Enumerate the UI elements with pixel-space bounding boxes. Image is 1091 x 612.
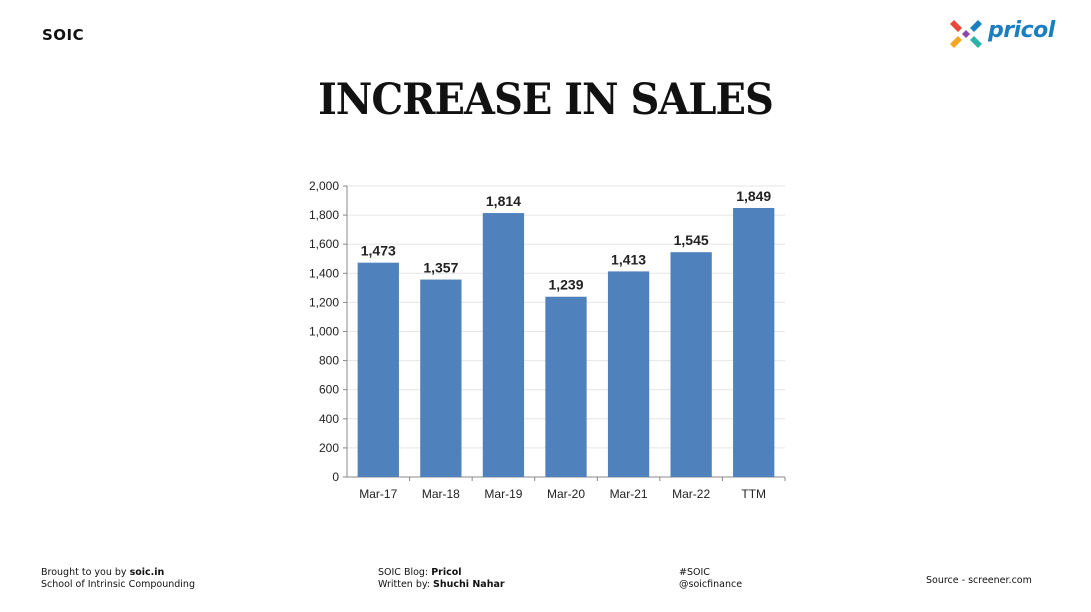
bar-mar-20: [545, 296, 587, 477]
footer-blog: SOIC Blog: Pricol Written by: Shuchi Nah…: [378, 567, 505, 591]
brought-site: soic.in: [129, 567, 165, 578]
y-tick-label: 1,200: [309, 295, 339, 309]
footer-source: Source - screener.com: [926, 575, 1032, 586]
footer-social: #SOIC @soicfinance: [679, 567, 742, 591]
x-tick-label: Mar-20: [547, 487, 585, 501]
data-label: 1,849: [736, 188, 771, 204]
x-tick-label: Mar-18: [422, 487, 460, 501]
brand-label: SOIC: [42, 26, 85, 44]
data-label: 1,239: [548, 277, 583, 293]
brought-prefix: Brought to you by: [41, 567, 130, 578]
data-labels: 1,473 1,357 1,814 1,239 1,413 1,545 1,849: [361, 188, 772, 293]
y-tick-label: 1,600: [309, 237, 339, 251]
pricol-logo: pricol: [948, 16, 1073, 56]
data-label: 1,545: [674, 232, 709, 248]
pricol-logo-icon: [950, 20, 982, 48]
y-tick-label: 200: [319, 441, 339, 455]
y-tick-label: 1,400: [309, 266, 339, 280]
data-label: 1,473: [361, 243, 396, 259]
author-name: Shuchi Nahar: [433, 579, 505, 590]
y-tick-label: 1,000: [309, 325, 339, 339]
data-label: 1,357: [423, 260, 458, 276]
y-tick-label: 2,000: [309, 179, 339, 193]
y-tick-label: 0: [332, 470, 339, 484]
x-tick-label: Mar-19: [484, 487, 522, 501]
data-label: 1,413: [611, 251, 646, 267]
bar-mar-21: [607, 271, 650, 477]
bar-mar-19: [482, 213, 525, 478]
bar-mar-18: [420, 279, 462, 477]
y-tick-label: 400: [319, 412, 339, 426]
hashtag: #SOIC: [679, 567, 710, 578]
school-name: School of Intrinsic Compounding: [41, 579, 195, 590]
footer-credits: Brought to you by soic.in School of Intr…: [41, 567, 195, 591]
y-tick-label: 800: [319, 354, 339, 368]
pricol-logo-text: pricol: [988, 18, 1055, 43]
x-tick-label: Mar-21: [610, 487, 648, 501]
bar-ttm: [733, 207, 775, 477]
written-prefix: Written by:: [378, 579, 434, 590]
blog-prefix: SOIC Blog:: [378, 567, 432, 578]
bars: [357, 207, 775, 478]
x-tick-label: Mar-22: [672, 487, 710, 501]
bar-mar-17: [357, 262, 399, 477]
social-handle: @soicfinance: [679, 579, 743, 590]
data-label: 1,814: [486, 193, 521, 209]
y-tick-label: 600: [319, 383, 339, 397]
y-tick-label: 1,800: [309, 208, 339, 222]
x-tick-label: Mar-17: [359, 487, 397, 501]
sales-bar-chart: 0 200 400 600 800 1,000 1,200 1,400 1,600 1,800 2,…: [309, 179, 786, 501]
bar-mar-22: [670, 252, 712, 477]
axes: 0 200 400 600 800 1,000 1,200 1,400 1,600 1,800 2,…: [309, 179, 786, 501]
x-tick-label: TTM: [741, 487, 766, 501]
blog-name: Pricol: [431, 567, 462, 578]
page-title: INCREASE IN SALES: [318, 74, 774, 125]
